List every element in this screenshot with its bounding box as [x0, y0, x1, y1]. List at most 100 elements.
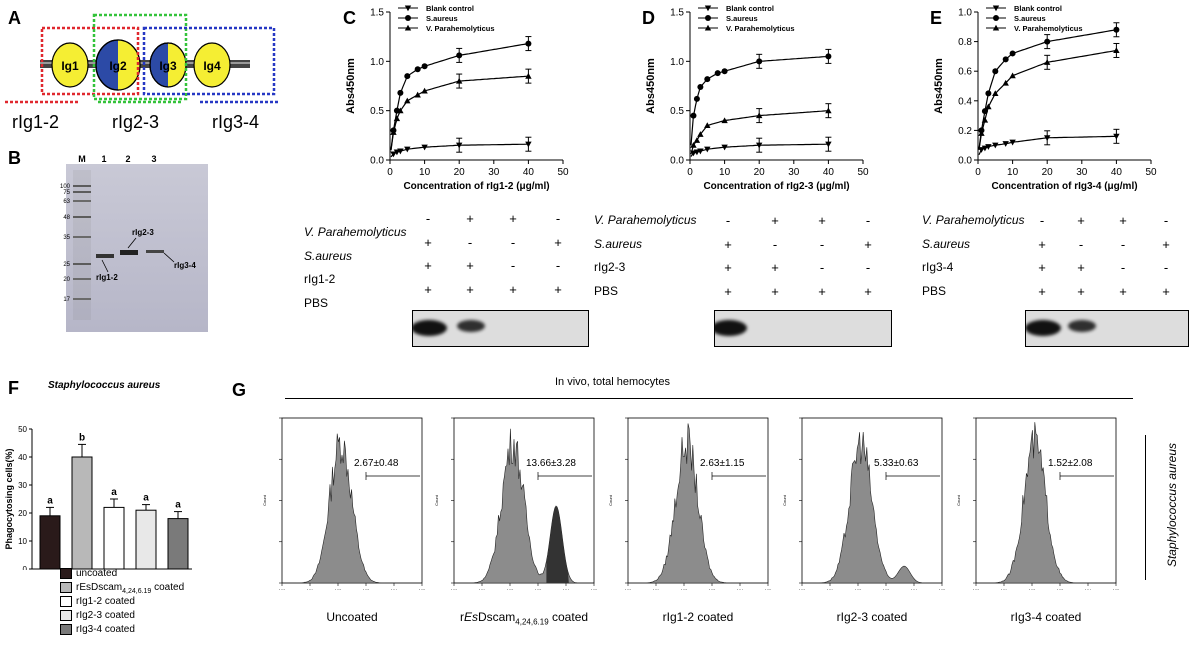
blot-sign: + — [424, 235, 432, 250]
blot-sign: + — [724, 237, 732, 252]
blot-d: V. Parahemolyticus - + + - S.aureus + - - + rIg2-3… — [590, 205, 892, 350]
blot-sign: + — [554, 235, 562, 250]
ig4-domain — [193, 42, 231, 88]
x-axis-label: Concentration of rIg2-3 (μg/ml) — [703, 181, 849, 192]
blot-band — [413, 320, 447, 336]
flow-histogram: 100101102103104105FITC-ACount2.63±1.15 — [608, 417, 772, 590]
data-point — [414, 66, 421, 73]
histogram-caption: rIg3-4 coated — [1010, 610, 1082, 624]
svg-text:103: 103 — [363, 588, 370, 590]
data-point — [397, 107, 404, 114]
flow-histogram: 100101102103104105FITC-ACount2.67±0.48 — [262, 417, 426, 590]
legend-entry: V. Parahemolyticus — [1014, 24, 1083, 33]
gate-percentage: 13.66±3.28 — [526, 458, 576, 469]
blot-sign: - — [725, 213, 731, 228]
blot-e: V. Parahemolyticus - + + - S.aureus + - - + rIg3-4… — [918, 205, 1192, 350]
series-blank-control — [978, 128, 1120, 156]
data-point — [390, 129, 397, 135]
data-point — [525, 72, 532, 79]
marker-100: 100 — [60, 184, 71, 190]
data-point — [978, 147, 985, 153]
blot-membrane — [412, 310, 589, 347]
data-point — [397, 148, 404, 155]
blot-row-label: V. Parahemolyticus — [304, 225, 407, 239]
data-point — [1044, 135, 1051, 141]
y-tick-label: 0.5 — [670, 106, 684, 117]
blot-sign: - — [1163, 213, 1169, 228]
data-point — [404, 146, 411, 153]
flow-histogram: 100101102103104105FITC-ACount1.52±2.08 — [956, 417, 1120, 590]
data-point — [693, 137, 701, 143]
blot-sign: - — [1120, 237, 1126, 252]
flow-title-rule — [285, 398, 1133, 399]
blot-sign: + — [1077, 284, 1085, 299]
y-axis-label: Count — [262, 494, 267, 506]
legend-entry: S.aureus — [426, 14, 458, 23]
y-tick-label: 0.4 — [958, 96, 972, 107]
data-point — [985, 144, 992, 150]
svg-text:100: 100 — [799, 588, 806, 590]
data-point — [704, 122, 711, 129]
data-point — [721, 144, 728, 151]
blot-sign: + — [509, 282, 517, 297]
data-point — [456, 77, 463, 84]
flow-histogram: 100101102103104105FITC-ACount13.66±3.28 — [434, 417, 598, 590]
ig4-label: Ig4 — [203, 59, 221, 73]
data-point — [985, 90, 992, 97]
blot-sign: + — [1162, 237, 1170, 252]
legend-marker — [705, 15, 711, 21]
x-tick-label: 20 — [754, 167, 766, 178]
blot-sign: + — [818, 284, 826, 299]
y-tick-label: 0.6 — [958, 67, 972, 78]
series-s-aureus — [390, 36, 532, 150]
svg-text:105: 105 — [765, 588, 772, 590]
panel-label-b: B — [8, 148, 21, 168]
series-v--parahemolyticus — [978, 42, 1120, 150]
y-tick-label: 0.0 — [958, 156, 972, 167]
x-tick-label: 20 — [454, 167, 466, 178]
legend-entry: V. Parahemolyticus — [726, 24, 795, 33]
data-point — [1002, 141, 1009, 147]
band-label-rig12: rIg1-2 — [96, 273, 118, 282]
blot-band — [1026, 320, 1061, 336]
svg-text:101: 101 — [1001, 588, 1008, 590]
histogram-peak — [282, 433, 422, 584]
histogram-caption: rEsDscam4,24,6.19 coated — [459, 610, 589, 627]
lane-m-label: M — [78, 154, 86, 164]
legend-marker — [992, 24, 1000, 31]
marker-63: 63 — [63, 199, 70, 205]
y-tick-label: 1.0 — [370, 57, 384, 68]
panel-label-e: E — [930, 8, 943, 28]
histogram-caption: Uncoated — [326, 610, 378, 624]
blot-band — [457, 320, 485, 332]
svg-text:105: 105 — [1113, 588, 1120, 590]
series-blank-control — [390, 136, 532, 158]
blot-sign: + — [1038, 260, 1046, 275]
marker-25: 25 — [63, 262, 70, 268]
blot-row-label: S.aureus — [304, 249, 353, 263]
data-point — [721, 117, 728, 124]
data-point — [704, 146, 711, 153]
significance-letter: a — [111, 487, 117, 498]
svg-text:103: 103 — [709, 588, 716, 590]
legend-rig34: rIg3-4 coated — [60, 624, 135, 635]
lane-1-label: 1 — [101, 154, 106, 164]
svg-text:102: 102 — [1029, 588, 1036, 590]
y-tick-label: 40 — [18, 453, 27, 462]
data-point — [1113, 133, 1120, 140]
data-point — [414, 91, 421, 98]
histogram-peak — [628, 423, 768, 584]
blot-sign: + — [424, 258, 432, 273]
y-axis-label: Phagocytosing cells(%) — [4, 448, 14, 549]
data-point — [525, 141, 532, 148]
data-point — [1002, 79, 1009, 86]
data-point — [981, 116, 989, 123]
data-point — [1002, 56, 1009, 63]
legend-marker — [404, 5, 412, 12]
data-point — [393, 115, 401, 122]
flow-histogram: 100101102103104105FITC-ACount5.33±0.63 — [782, 417, 946, 590]
x-axis-label: Concentration of rIg1-2 (μg/ml) — [403, 181, 549, 192]
bar — [135, 509, 157, 570]
data-point — [697, 131, 704, 137]
y-tick-label: 10 — [18, 537, 27, 546]
